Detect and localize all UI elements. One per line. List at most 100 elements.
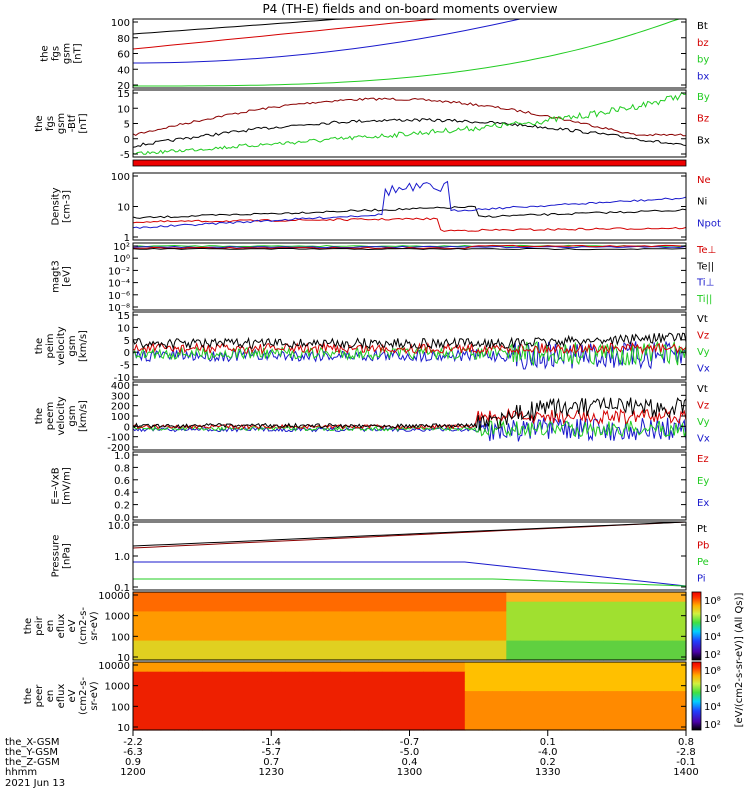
heatmap-cell [672, 592, 687, 603]
heatmap-cell [603, 710, 618, 721]
heatmap-cell [672, 691, 687, 702]
heatmap-cell [202, 640, 217, 651]
heatmap-cell [423, 681, 438, 692]
heatmap-cell [437, 650, 452, 661]
panel-plot [132, 332, 687, 370]
heatmap-cell [492, 611, 507, 622]
heatmap-cell [257, 662, 272, 673]
heatmap-cell [215, 720, 231, 731]
heatmap-cell [174, 681, 189, 692]
heatmap-cell [478, 611, 493, 622]
heatmap-cell [506, 710, 521, 721]
heatmap-cell [492, 681, 507, 692]
heatmap-cell [368, 720, 383, 731]
y-axis-label-line: fgs [51, 46, 62, 61]
heatmap-cell [478, 640, 493, 651]
heatmap-cell [160, 611, 176, 622]
heatmap-cell [395, 671, 411, 682]
heatmap-cell [243, 720, 258, 731]
colorbar-tick-label: 10⁴ [704, 632, 721, 643]
series-te-par [132, 247, 687, 251]
heatmap-cell [533, 621, 549, 632]
legend-label: Pb [697, 541, 709, 552]
y-tick-label: 20 [117, 81, 130, 92]
y-axis-label-line: eflux [56, 614, 67, 639]
heatmap-cell [381, 710, 397, 721]
heatmap-cell [160, 671, 176, 682]
heatmap-cell [160, 630, 176, 642]
heatmap-cell [174, 720, 189, 731]
heatmap-cell [229, 710, 245, 721]
heatmap-cell [298, 662, 314, 673]
heatmap-cell [340, 621, 355, 632]
heatmap-cell [630, 592, 646, 603]
heatmap-cell [202, 592, 217, 603]
heatmap-cell [464, 700, 480, 712]
heatmap-cell [520, 640, 535, 651]
heatmap-cell [492, 601, 507, 612]
heatmap-cell [616, 710, 632, 721]
heatmap-cell [243, 662, 258, 673]
heatmap-cell [575, 671, 590, 682]
panel-legend: By Bz Bx [697, 92, 710, 146]
y-axis-label-line: [nT] [78, 113, 89, 133]
heatmap-cell [395, 640, 411, 651]
heatmap-cell [381, 592, 397, 603]
heatmap-cell [644, 662, 659, 673]
heatmap-cell [630, 691, 646, 702]
heatmap-cell [616, 621, 632, 632]
heatmap-cell [395, 592, 411, 603]
heatmap-cell [285, 681, 300, 692]
legend-label: bz [697, 38, 709, 49]
y-axis-label: the peir en eflux eV (cm2-s-sr-eV) [23, 607, 100, 645]
heatmap-cell [146, 611, 162, 622]
heatmap-cell [658, 681, 673, 692]
heatmap-cell [506, 601, 521, 612]
heatmap-cell [146, 691, 162, 702]
heatmap-cell [547, 640, 563, 651]
heatmap-cell [146, 720, 162, 731]
heatmap-cell [202, 671, 217, 682]
heatmap-cell [146, 710, 162, 721]
heatmap-cell [464, 662, 480, 673]
colorbar: 10⁸ 10⁶ 10⁴ 10² [691, 591, 721, 661]
heatmap-cell [160, 592, 176, 603]
heatmap-cell [160, 650, 176, 661]
heatmap-cell [381, 700, 397, 712]
heatmap-cell [409, 621, 424, 632]
heatmap-cell [243, 691, 258, 702]
heatmap-cell [409, 611, 424, 622]
heatmap-cell [423, 592, 438, 603]
heatmap-cell [381, 691, 397, 702]
heatmap-cell [146, 650, 162, 661]
heatmap-cell [616, 662, 632, 673]
y-tick-label: 1000 [105, 682, 130, 693]
y-tick-label: 100 [111, 632, 130, 643]
heatmap-cell [492, 621, 507, 632]
heatmap-cell [354, 621, 369, 632]
heatmap-cell [188, 640, 203, 651]
legend-label: Pe [697, 557, 709, 568]
x-tick-label: 1330 [535, 767, 560, 778]
heatmap-cell [257, 640, 272, 651]
heatmap-cell [133, 621, 148, 632]
x-tick-label: 1300 [397, 767, 422, 778]
panel-plot [132, 18, 686, 87]
bar-strip [133, 160, 686, 166]
heatmap-cell [215, 691, 231, 702]
heatmap-cell [575, 640, 590, 651]
y-tick-label: 0.2 [114, 501, 130, 512]
heatmap-cell [229, 650, 245, 661]
heatmap-cell [520, 700, 535, 712]
heatmap-cell [451, 691, 466, 702]
heatmap-cell [257, 650, 272, 661]
y-axis-label-line: peem [45, 402, 56, 430]
heatmap-cell [672, 671, 687, 682]
heatmap-cell [520, 671, 535, 682]
heatmap-cell [146, 662, 162, 673]
heatmap-cell [285, 671, 300, 682]
heatmap-cell [658, 691, 673, 702]
heatmap-cell [215, 601, 231, 612]
heatmap-cell [561, 611, 576, 622]
